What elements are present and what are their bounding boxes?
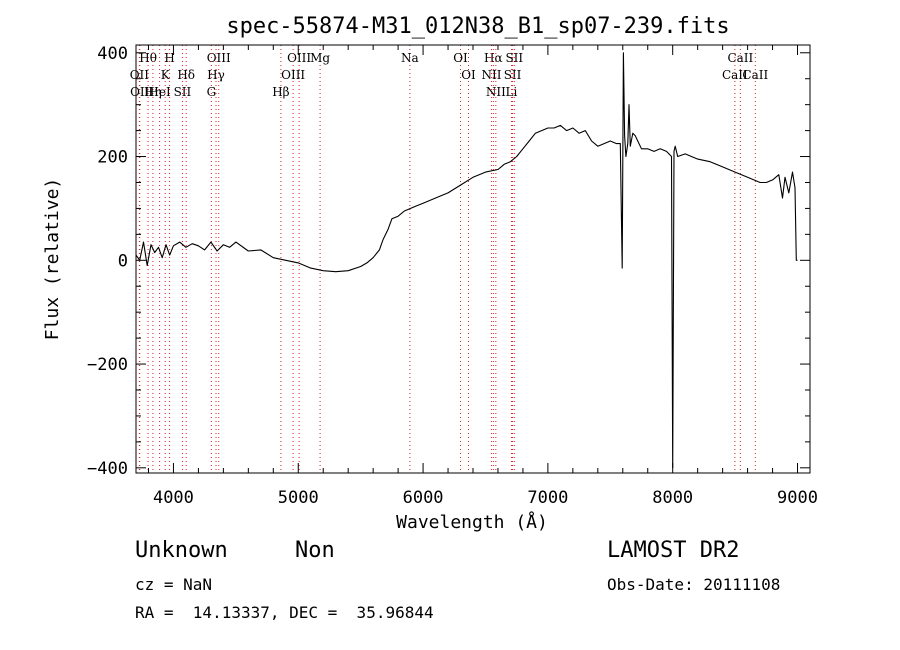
line-marker-label-9: OIII [207, 51, 231, 65]
ra-dec-coordinates: RA = 14.13337, DEC = 35.96844 [135, 603, 434, 622]
x-tick-label-5: 9000 [777, 488, 818, 508]
line-marker-label-5: Hη [144, 85, 162, 99]
object-type: Unknown [135, 538, 228, 563]
line-marker-label-27: CaII [742, 68, 768, 82]
line-marker-label-11: G [207, 85, 217, 99]
x-axis-label: Wavelength (Å) [396, 511, 548, 533]
line-marker-label-20: SII [504, 68, 522, 82]
x-tick-label-2: 6000 [403, 488, 444, 508]
line-marker-label-18: OI [461, 68, 476, 82]
line-marker-label-3: K [161, 68, 171, 82]
x-tick-label-0: 4000 [153, 488, 194, 508]
chart-title: spec-55874-M31_012N38_B1_sp07-239.fits [226, 14, 729, 39]
x-tick-label-1: 5000 [278, 488, 319, 508]
line-marker-label-17: OI [453, 51, 468, 65]
y-tick-label-0: −400 [87, 459, 128, 479]
line-marker-label-7: Hδ [177, 68, 195, 82]
x-tick-label-3: 7000 [527, 488, 568, 508]
y-tick-label-1: −200 [87, 355, 128, 375]
line-marker-label-19: Hα [484, 51, 503, 65]
line-marker-label-14: Hβ [272, 85, 289, 99]
line-marker-label-10: Hγ [207, 68, 225, 82]
object-class: Non [295, 538, 335, 563]
x-tick-label-4: 8000 [652, 488, 693, 508]
series-layer [135, 52, 798, 469]
line-marker-label-24: SII [505, 51, 523, 65]
y-tick-label-3: 200 [97, 148, 128, 168]
line-marker-label-1: OII [130, 68, 150, 82]
y-axis-label: Flux (relative) [42, 178, 63, 341]
survey-name: LAMOST DR2 [607, 538, 740, 563]
line-marker-label-16: Na [401, 51, 419, 65]
redshift-cz: cz = NaN [135, 575, 213, 594]
line-marker-label-22: Li [506, 85, 518, 99]
line-marker-label-8: SII [174, 85, 192, 99]
line-marker-label-13: OIII [281, 68, 305, 82]
line-marker-label-6: H [164, 51, 174, 65]
line-marker-label-21: NII [486, 85, 506, 99]
line-marker-label-26: CaII [722, 68, 748, 82]
line-marker-label-23: NII [481, 68, 501, 82]
y-tick-label-4: 400 [97, 44, 128, 64]
spectrum-series-0 [135, 52, 798, 469]
y-tick-label-2: 0 [118, 251, 128, 271]
axes-layer: 4000 5000 6000 7000 8000 9000 −400 −200 0 200 400 [87, 44, 818, 508]
line-marker-label-12: OIII [287, 51, 311, 65]
plot-frame [135, 44, 811, 474]
observation-date: Obs-Date: 20111108 [607, 575, 781, 594]
line-marker-label-25: CaII [727, 51, 753, 65]
line-marker-label-15: Mg [310, 51, 330, 65]
line-marker-label-4: HeI [148, 85, 171, 99]
line-marker-label-2: OII [130, 85, 150, 99]
